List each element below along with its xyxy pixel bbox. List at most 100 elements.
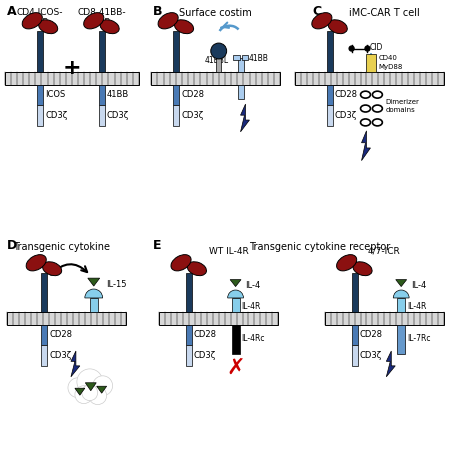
Bar bbox=[397, 298, 405, 312]
Text: 41BB: 41BB bbox=[248, 54, 268, 63]
Polygon shape bbox=[362, 131, 371, 161]
Polygon shape bbox=[97, 386, 107, 393]
Text: CD28: CD28 bbox=[360, 330, 383, 339]
Bar bbox=[186, 345, 192, 367]
Text: CD3ζ: CD3ζ bbox=[360, 351, 382, 360]
Bar bbox=[37, 85, 43, 105]
Text: CD28: CD28 bbox=[194, 330, 217, 339]
Text: Surface costim: Surface costim bbox=[179, 8, 252, 18]
Bar bbox=[352, 273, 357, 312]
Circle shape bbox=[93, 376, 113, 396]
Bar bbox=[397, 325, 405, 354]
Bar bbox=[41, 345, 47, 367]
Polygon shape bbox=[71, 351, 80, 377]
Ellipse shape bbox=[337, 255, 357, 271]
Ellipse shape bbox=[174, 20, 193, 34]
Text: C: C bbox=[312, 5, 321, 18]
Text: IL-4R: IL-4R bbox=[242, 302, 261, 311]
Ellipse shape bbox=[84, 13, 104, 29]
Bar bbox=[173, 105, 179, 127]
Text: iMC-CAR T cell: iMC-CAR T cell bbox=[349, 8, 419, 18]
Bar bbox=[242, 56, 248, 60]
Text: Dimerizer: Dimerizer bbox=[385, 99, 419, 105]
Text: CD3ζ: CD3ζ bbox=[335, 111, 357, 120]
Polygon shape bbox=[75, 388, 85, 395]
Ellipse shape bbox=[171, 255, 191, 271]
Text: A: A bbox=[7, 5, 16, 18]
Bar bbox=[41, 325, 47, 345]
Text: IL-4Rc: IL-4Rc bbox=[242, 333, 265, 343]
Bar bbox=[366, 54, 376, 72]
Bar bbox=[99, 31, 105, 72]
Text: MyD88: MyD88 bbox=[378, 64, 403, 71]
Bar bbox=[186, 273, 192, 312]
Text: E: E bbox=[153, 239, 162, 252]
Ellipse shape bbox=[100, 20, 119, 34]
Text: IL-4: IL-4 bbox=[411, 281, 427, 290]
Text: CD3ζ: CD3ζ bbox=[181, 111, 203, 120]
Text: IL-15: IL-15 bbox=[106, 280, 126, 289]
Text: IL-7Rc: IL-7Rc bbox=[407, 333, 431, 343]
Text: B: B bbox=[153, 5, 163, 18]
Text: CD4.ICOS-
CAR: CD4.ICOS- CAR bbox=[17, 8, 64, 27]
Polygon shape bbox=[85, 383, 96, 391]
Bar bbox=[151, 72, 280, 85]
Circle shape bbox=[211, 43, 227, 59]
Ellipse shape bbox=[26, 255, 46, 271]
Circle shape bbox=[75, 386, 93, 403]
Circle shape bbox=[82, 385, 98, 401]
Text: +: + bbox=[63, 58, 81, 78]
Polygon shape bbox=[396, 280, 407, 287]
Bar bbox=[8, 312, 127, 325]
Text: IL-4: IL-4 bbox=[246, 281, 261, 290]
Polygon shape bbox=[386, 351, 395, 377]
Text: CD3ζ: CD3ζ bbox=[45, 111, 67, 120]
Bar bbox=[233, 56, 239, 60]
Bar bbox=[232, 298, 239, 312]
Circle shape bbox=[77, 369, 103, 395]
Ellipse shape bbox=[353, 262, 372, 276]
Wedge shape bbox=[228, 290, 244, 298]
Bar bbox=[352, 325, 357, 345]
Bar bbox=[41, 273, 47, 312]
Text: CD3ζ: CD3ζ bbox=[49, 351, 72, 360]
Bar bbox=[237, 85, 244, 99]
Bar bbox=[5, 72, 139, 85]
Bar bbox=[37, 31, 43, 72]
Polygon shape bbox=[88, 278, 100, 286]
Text: 4/7-ICR: 4/7-ICR bbox=[368, 247, 401, 256]
Ellipse shape bbox=[43, 262, 62, 276]
Text: IL-4R: IL-4R bbox=[407, 302, 427, 311]
Bar bbox=[216, 58, 221, 72]
Circle shape bbox=[365, 46, 370, 51]
Circle shape bbox=[68, 378, 88, 397]
Ellipse shape bbox=[38, 20, 58, 34]
Text: CD28: CD28 bbox=[49, 330, 72, 339]
Text: Transgenic cytokine: Transgenic cytokine bbox=[14, 242, 110, 252]
Ellipse shape bbox=[328, 20, 347, 34]
Bar bbox=[237, 58, 244, 72]
Polygon shape bbox=[230, 280, 241, 287]
Bar bbox=[99, 85, 105, 105]
Text: D: D bbox=[7, 239, 17, 252]
Bar bbox=[90, 298, 98, 312]
Text: ✗: ✗ bbox=[226, 358, 245, 378]
Bar bbox=[327, 105, 333, 127]
Circle shape bbox=[349, 46, 354, 51]
Text: CD3ζ: CD3ζ bbox=[194, 351, 216, 360]
Bar bbox=[325, 312, 444, 325]
Bar bbox=[159, 312, 278, 325]
Text: CD28: CD28 bbox=[335, 90, 358, 99]
Text: Transgenic cytokine receptor: Transgenic cytokine receptor bbox=[249, 242, 391, 252]
Ellipse shape bbox=[312, 13, 332, 29]
Text: CD28: CD28 bbox=[181, 90, 204, 99]
Ellipse shape bbox=[22, 13, 42, 29]
Bar bbox=[232, 325, 239, 354]
Bar bbox=[99, 105, 105, 127]
Bar bbox=[295, 72, 444, 85]
Bar bbox=[327, 31, 333, 72]
Text: domains: domains bbox=[385, 106, 415, 113]
Bar bbox=[173, 85, 179, 105]
Text: 41BB: 41BB bbox=[107, 90, 129, 99]
Bar bbox=[173, 31, 179, 72]
